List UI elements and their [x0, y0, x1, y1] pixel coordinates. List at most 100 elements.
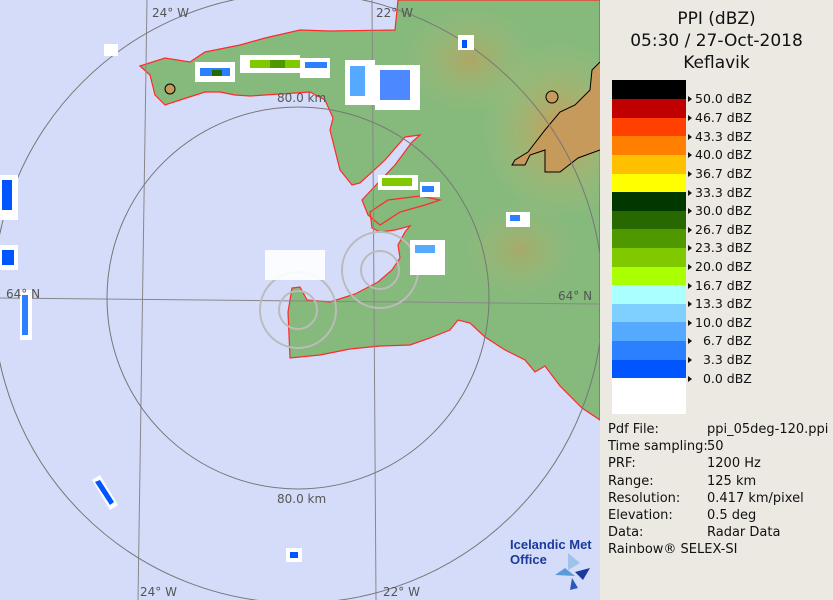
legend-value: 20.0 dBZ: [695, 259, 752, 274]
legend-swatch: [612, 99, 686, 118]
info-row: Time sampling: 50: [608, 438, 828, 455]
info-row: PRF: 1200 Hz: [608, 455, 828, 472]
tick-marker-icon: [688, 338, 692, 344]
lon-label: 24° W: [140, 585, 177, 599]
info-key: Resolution:: [608, 490, 681, 506]
legend-swatch: [612, 378, 686, 414]
info-value: 0.5 deg: [707, 508, 757, 523]
legend-value: 10.0 dBZ: [695, 315, 752, 330]
tick-marker-icon: [688, 245, 692, 251]
legend-label: 26.7 dBZ: [688, 222, 752, 237]
tick-marker-icon: [688, 96, 692, 102]
imo-logo-mark: [555, 553, 590, 590]
legend-swatch: [612, 211, 686, 229]
info-key: PRF:: [608, 456, 636, 472]
tick-marker-icon: [688, 152, 692, 158]
legend-swatch: [612, 267, 686, 285]
info-row: Range: 125 km: [608, 473, 828, 490]
legend-value: 40.0 dBZ: [695, 147, 752, 162]
footer-credit: Rainbow® SELEX-SI: [608, 542, 738, 557]
radar-site: Keflavik: [683, 53, 750, 73]
legend-label: 40.0 dBZ: [688, 147, 752, 162]
glacier-outline: [164, 83, 176, 95]
tick-marker-icon: [688, 115, 692, 121]
tick-marker-icon: [688, 357, 692, 363]
radar-map[interactable]: 24° W 22° W 24° W 22° W 64° N 64° N 80.0…: [0, 0, 600, 600]
logo-text: Office: [510, 552, 547, 567]
tick-marker-icon: [688, 227, 692, 233]
legend-swatch: [612, 248, 686, 267]
info-row: Data: Radar Data: [608, 524, 828, 541]
tick-marker-icon: [688, 208, 692, 214]
legend-value: 33.3 dBZ: [695, 185, 752, 200]
info-key: Range:: [608, 473, 654, 489]
radar-echoes: [0, 35, 530, 562]
range-label: 80.0 km: [277, 492, 327, 506]
legend-label: 33.3 dBZ: [688, 185, 752, 200]
lon-label: 22° W: [376, 6, 413, 20]
lon-label: 24° W: [152, 6, 189, 20]
legend-swatch: [612, 360, 686, 378]
legend-value: 3.3 dBZ: [695, 352, 752, 367]
info-key: Pdf File:: [608, 422, 659, 437]
legend-swatch: [612, 118, 686, 136]
legend-label: 23.3 dBZ: [688, 240, 752, 255]
legend-swatch: [612, 155, 686, 174]
product-datetime: 05:30 / 27-Oct-2018: [630, 31, 803, 51]
legend-swatch: [612, 136, 686, 155]
tick-marker-icon: [688, 134, 692, 140]
info-value: 0.417 km/pixel: [707, 490, 804, 506]
info-value: Radar Data: [707, 525, 781, 541]
legend-label: 50.0 dBZ: [688, 91, 752, 106]
highland-shading: [460, 200, 580, 300]
legend-label: 30.0 dBZ: [688, 203, 752, 218]
legend-value: 23.3 dBZ: [695, 240, 752, 255]
glacier-outline: [545, 90, 559, 104]
tick-marker-icon: [688, 301, 692, 307]
info-key: Data:: [608, 525, 644, 541]
legend-swatch: [612, 322, 686, 341]
legend-swatch: [612, 285, 686, 304]
info-value: ppi_05deg-120.ppi: [707, 422, 829, 437]
legend-label: 6.7 dBZ: [688, 333, 752, 348]
range-label: 80.0 km: [277, 91, 327, 105]
legend-value: 13.3 dBZ: [695, 296, 752, 311]
legend-swatch: [612, 174, 686, 192]
tick-marker-icon: [688, 264, 692, 270]
legend-label: 10.0 dBZ: [688, 315, 752, 330]
tick-marker-icon: [688, 376, 692, 382]
legend-swatch: [612, 192, 686, 211]
info-key: Elevation:: [608, 508, 673, 523]
legend-label: 13.3 dBZ: [688, 296, 752, 311]
logo-text: Icelandic Met: [510, 537, 592, 552]
legend-label: 46.7 dBZ: [688, 110, 752, 125]
legend-value: 50.0 dBZ: [695, 91, 752, 106]
legend-value: 36.7 dBZ: [695, 166, 752, 181]
meridian-24w: [137, 0, 148, 600]
legend-value: 16.7 dBZ: [695, 278, 752, 293]
legend-label: 43.3 dBZ: [688, 129, 752, 144]
tick-marker-icon: [688, 283, 692, 289]
tick-marker-icon: [688, 190, 692, 196]
lat-label: 64° N: [6, 287, 41, 301]
imo-logo: Icelandic Met Office: [510, 537, 592, 567]
legend-swatch: [612, 304, 686, 322]
info-row: Resolution: 0.417 km/pixel: [608, 490, 828, 507]
tick-marker-icon: [688, 171, 692, 177]
info-value: 50: [707, 439, 724, 455]
legend-label: 16.7 dBZ: [688, 278, 752, 293]
legend-panel: PPI (dBZ) 05:30 / 27-Oct-2018 Keflavik 5…: [600, 0, 833, 600]
info-value: 1200 Hz: [707, 456, 761, 472]
tick-marker-icon: [688, 320, 692, 326]
product-title: PPI (dBZ): [677, 9, 756, 29]
glacier-outline: [511, 61, 600, 173]
legend-value: 26.7 dBZ: [695, 222, 752, 237]
info-row: Elevation: 0.5 deg: [608, 507, 828, 524]
legend-label: 36.7 dBZ: [688, 166, 752, 181]
map-canvas: [0, 0, 600, 600]
legend-label: 20.0 dBZ: [688, 259, 752, 274]
legend-label: 3.3 dBZ: [688, 352, 752, 367]
highland-shading: [400, 5, 540, 115]
legend-swatch: [612, 80, 686, 99]
info-key: Time sampling:: [608, 439, 708, 455]
